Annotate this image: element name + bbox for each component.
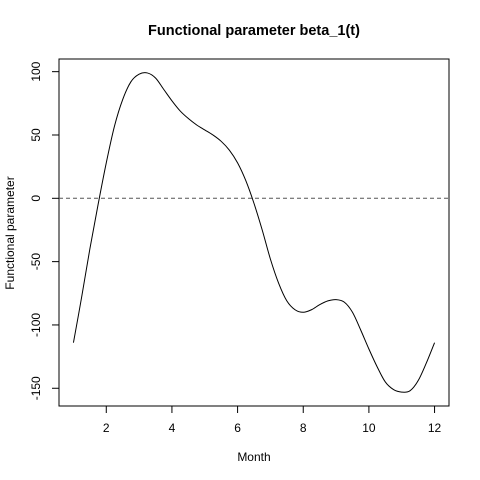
y-tick-label: -50 [29,253,43,271]
y-tick-label: -100 [29,313,43,337]
y-axis: -150 -100 -50 0 50 100 [29,61,60,400]
chart-title: Functional parameter beta_1(t) [148,23,360,39]
y-tick-label: 50 [29,128,43,142]
y-axis-label: Functional parameter [3,176,17,289]
series-group [72,72,436,393]
x-axis-label: Month [237,450,270,464]
x-tick-label: 2 [103,421,110,435]
y-tick-label: -150 [29,376,43,400]
x-tick-label: 8 [300,421,307,435]
y-tick-label: 100 [29,61,43,81]
x-tick-label: 12 [428,421,442,435]
series-line [72,72,436,393]
y-tick-label: 0 [29,195,43,202]
x-tick-label: 10 [362,421,376,435]
x-tick-label: 4 [169,421,176,435]
x-axis: 2 4 6 8 10 12 [103,405,442,435]
x-tick-label: 6 [234,421,241,435]
